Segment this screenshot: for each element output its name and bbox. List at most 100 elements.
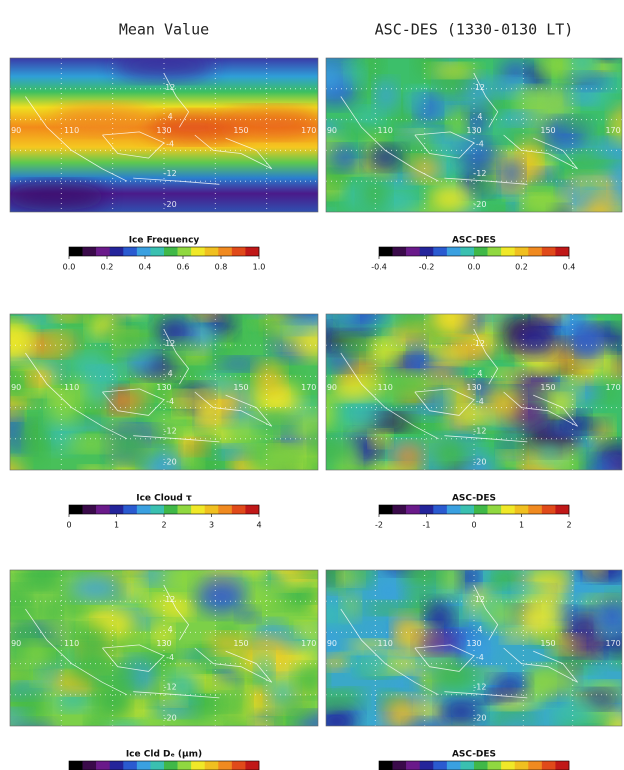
lon-label: 170: [605, 639, 620, 648]
map-blob: [326, 185, 335, 204]
coastline: [414, 131, 475, 159]
lat-label: 12: [165, 339, 175, 348]
coastline: [444, 177, 528, 185]
lat-label: -12: [473, 683, 486, 692]
map-blob: [338, 394, 384, 430]
colorbar-swatch: [487, 761, 502, 770]
map-blob: [197, 431, 218, 465]
map-blob: [326, 602, 346, 627]
coastline: [340, 608, 439, 696]
lat-label: -12: [164, 683, 177, 692]
map-blob: [377, 466, 414, 470]
colorbar-swatch: [164, 247, 178, 256]
map-blob: [200, 374, 235, 395]
colorbar-swatch: [528, 505, 543, 514]
map-blob: [97, 685, 129, 718]
lat-label: -4: [166, 653, 174, 662]
colorbar-swatch: [514, 505, 529, 514]
lat-label: 12: [475, 595, 485, 604]
colorbar-swatch: [218, 247, 233, 256]
map-frame: [9, 569, 319, 727]
coastline: [133, 177, 220, 185]
lon-label: 110: [64, 639, 79, 648]
colorbar-swatch: [419, 247, 434, 256]
map-blob: [563, 611, 605, 645]
map-blob: [196, 578, 246, 615]
map-blob: [568, 58, 596, 77]
map-blob: [326, 63, 349, 94]
colorbar-swatch: [474, 505, 488, 514]
colorbar-label: Ice Cloud τ: [136, 494, 192, 504]
coastline: [473, 585, 499, 641]
map-blob: [215, 693, 238, 711]
map-blob: [462, 209, 474, 212]
map-blob: [383, 698, 422, 726]
column-title: Mean Value: [119, 21, 209, 39]
map-blob: [587, 570, 604, 578]
lat-label: -4: [476, 140, 484, 149]
map-blob: [399, 314, 419, 334]
colorbar-tick-label: 0.8: [215, 263, 228, 272]
map-blob: [426, 365, 459, 382]
map-blob: [360, 175, 389, 212]
colorbar-swatch: [446, 247, 461, 256]
colorbar-tick-label: 0.0: [63, 263, 76, 272]
map-blob: [595, 598, 622, 634]
map-blob: [548, 701, 599, 726]
map-blob: [166, 391, 209, 406]
map-blob: [362, 623, 390, 636]
map-blob: [42, 597, 61, 628]
colorbar-swatch: [231, 505, 246, 514]
map-blob: [117, 314, 139, 318]
map-blob: [430, 347, 462, 363]
map-blob: [446, 721, 470, 726]
map-blob: [326, 58, 352, 65]
map-blob: [399, 214, 416, 228]
colorbar-swatch: [69, 505, 83, 514]
map-frame: [325, 569, 623, 727]
map-blob: [418, 633, 458, 654]
colorbar-swatch: [82, 505, 97, 514]
coastline: [102, 388, 165, 416]
colorbar-tick-label: 2: [161, 521, 166, 530]
map-blob: [208, 445, 249, 459]
map-blob: [562, 326, 606, 354]
map-blob: [326, 400, 339, 427]
map-blob: [226, 314, 249, 320]
colorbar-swatch: [231, 247, 246, 256]
coastline: [163, 585, 190, 641]
map-blob: [332, 378, 376, 399]
colorbar-swatch: [541, 761, 556, 770]
colorbar-swatch: [555, 247, 570, 256]
map-blob: [317, 467, 340, 490]
map-blob: [69, 576, 121, 601]
coastline: [25, 608, 128, 696]
map-blob: [25, 431, 47, 466]
colorbar-swatch: [487, 505, 502, 514]
coastline: [444, 691, 528, 699]
colorbar-swatch: [123, 505, 138, 514]
map-blob: [326, 628, 342, 654]
map-blob: [153, 702, 196, 717]
map-frame: [9, 313, 319, 471]
map-blob: [102, 366, 125, 384]
colorbar-swatch: [82, 247, 97, 256]
colorbar-swatch: [150, 505, 165, 514]
colorbar-swatch: [123, 247, 138, 256]
map-blob: [448, 110, 466, 137]
map-blob: [527, 64, 548, 92]
map-blob: [329, 146, 361, 170]
colorbar-swatch: [501, 505, 516, 514]
map-blob: [252, 447, 302, 468]
map-blob: [285, 321, 314, 334]
colorbar-swatch: [379, 505, 393, 514]
map-blob: [406, 88, 426, 109]
map-blob: [523, 188, 564, 212]
map-blob: [255, 362, 284, 394]
colorbar-swatch: [446, 505, 461, 514]
map-blob: [326, 325, 334, 347]
colorbar-tick-label: -1: [423, 521, 431, 530]
map-blob: [567, 570, 589, 598]
coastline: [102, 131, 165, 159]
lat-label: -12: [164, 169, 177, 178]
